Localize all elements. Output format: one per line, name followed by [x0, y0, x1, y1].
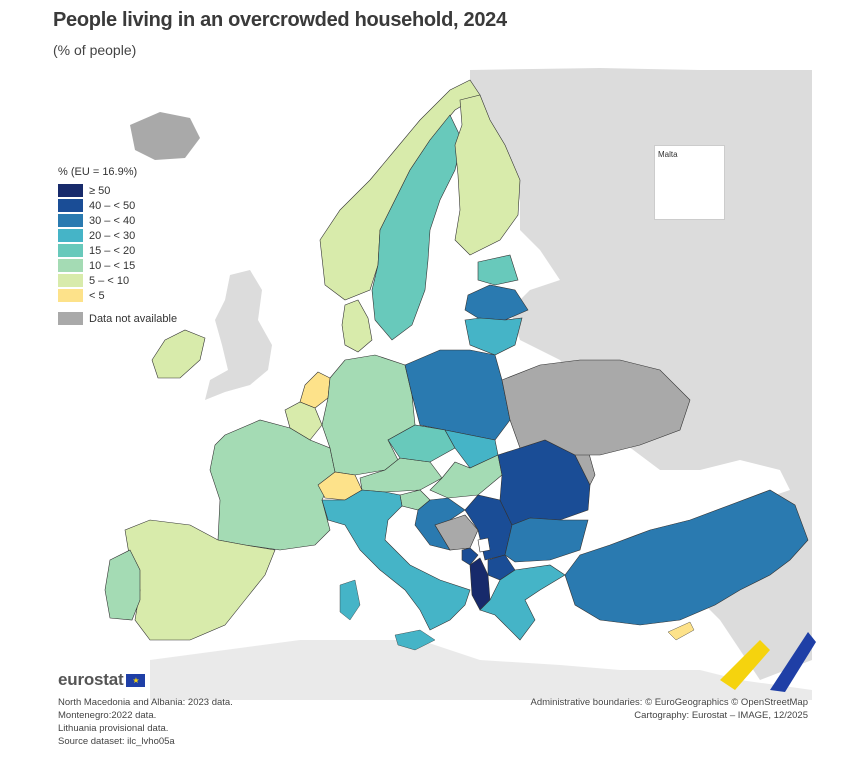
country-italy-sicily — [394, 629, 436, 651]
legend-item: 5 – < 10 — [58, 273, 177, 288]
country-turkey — [564, 489, 809, 626]
legend-item: 40 – < 50 — [58, 198, 177, 213]
credit-line: Cartography: Eurostat – IMAGE, 12/2025 — [634, 710, 808, 721]
page-title: People living in an overcrowded househol… — [53, 9, 507, 31]
eurostat-mark-yellow — [720, 640, 770, 690]
country-kosovo — [477, 537, 491, 553]
legend-label: < 5 — [89, 289, 105, 302]
legend-item: 30 – < 40 — [58, 213, 177, 228]
legend-item: < 5 — [58, 288, 177, 303]
footnote-line: Montenegro:2022 data. — [58, 710, 157, 721]
footnote-line: Lithuania provisional data. — [58, 723, 169, 734]
logo-text: eurostat — [58, 670, 124, 689]
country-poland — [404, 349, 511, 441]
legend-item: 15 – < 20 — [58, 243, 177, 258]
credit-line: Administrative boundaries: © EuroGeograp… — [530, 697, 809, 708]
legend-swatch — [58, 312, 83, 325]
country-cyprus — [667, 621, 695, 641]
land-iceland — [130, 112, 200, 160]
legend-label: ≥ 50 — [89, 184, 111, 197]
country-latvia — [464, 284, 529, 321]
legend-na-item: Data not available — [58, 312, 177, 325]
legend-swatch — [58, 229, 83, 242]
land-africa — [150, 640, 812, 700]
country-netherlands — [299, 371, 331, 409]
country-sweden — [371, 114, 463, 341]
eu-flag-icon: ★ — [126, 673, 146, 687]
legend-label: 15 – < 20 — [89, 244, 136, 257]
legend-item: ≥ 50 — [58, 183, 177, 198]
legend-label: 40 – < 50 — [89, 199, 136, 212]
legend-swatch — [58, 244, 83, 257]
legend-label: 10 – < 15 — [89, 259, 136, 272]
country-greece — [479, 564, 566, 641]
country-ireland — [151, 329, 206, 379]
country-italy — [321, 489, 471, 631]
country-france — [209, 419, 336, 551]
legend-swatch — [58, 274, 83, 287]
legend-swatch — [58, 289, 83, 302]
map-legend: % (EU = 16.9%) ≥ 50 40 – < 50 30 – < 40 … — [58, 166, 177, 325]
country-lithuania — [464, 317, 523, 356]
country-albania — [469, 557, 491, 611]
legend-swatch — [58, 259, 83, 272]
footnotes: North Macedonia and Albania: 2023 data. … — [58, 696, 233, 748]
country-estonia — [477, 254, 519, 286]
legend-item: 10 – < 15 — [58, 258, 177, 273]
country-montenegro — [461, 547, 479, 566]
country-finland — [454, 94, 521, 256]
legend-label: 30 – < 40 — [89, 214, 136, 227]
country-portugal — [104, 549, 141, 621]
country-italy-sardinia — [339, 579, 361, 621]
malta-inset-label: Malta — [658, 150, 678, 159]
legend-label: Data not available — [89, 312, 178, 325]
credits: Administrative boundaries: © EuroGeograp… — [531, 696, 809, 722]
legend-swatch — [58, 199, 83, 212]
footnote-line: North Macedonia and Albania: 2023 data. — [58, 697, 233, 708]
land-uk — [205, 270, 272, 400]
legend-label: 5 – < 10 — [89, 274, 130, 287]
legend-swatch — [58, 184, 83, 197]
malta-inset: Malta — [654, 145, 725, 220]
legend-label: 20 – < 30 — [89, 229, 136, 242]
country-ukraine — [501, 359, 691, 456]
eurostat-logo: eurostat ★ — [58, 670, 146, 690]
page-subtitle: (% of people) — [53, 42, 137, 58]
legend-title: % (EU = 16.9%) — [58, 166, 138, 178]
country-denmark — [341, 299, 373, 353]
country-bulgaria — [504, 517, 589, 563]
legend-swatch — [58, 214, 83, 227]
eurostat-mark-blue — [770, 632, 816, 692]
footnote-line: Source dataset: ilc_lvho05a — [58, 736, 175, 747]
legend-item: 20 – < 30 — [58, 228, 177, 243]
